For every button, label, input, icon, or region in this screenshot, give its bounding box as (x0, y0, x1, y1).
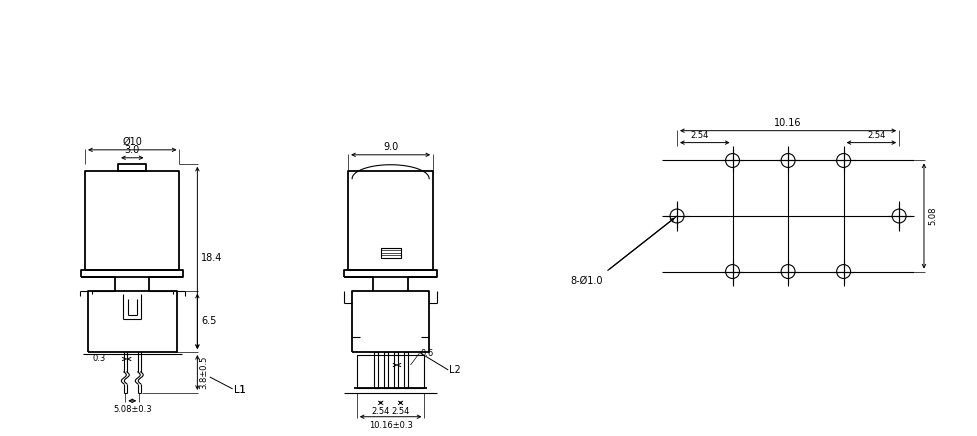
Text: 18.4: 18.4 (201, 253, 223, 263)
Text: 0.3: 0.3 (93, 354, 106, 364)
Text: 2.54: 2.54 (690, 131, 708, 140)
Text: 6.5: 6.5 (201, 317, 217, 327)
Text: 0.6: 0.6 (420, 349, 433, 358)
Text: L2: L2 (448, 365, 460, 375)
Text: 3.8±0.5: 3.8±0.5 (199, 356, 208, 389)
Text: 2.54: 2.54 (371, 407, 390, 416)
Text: L1: L1 (234, 385, 245, 395)
Text: 3.0: 3.0 (124, 145, 140, 155)
Text: 10.16±0.3: 10.16±0.3 (368, 421, 412, 430)
Text: 9.0: 9.0 (383, 142, 398, 152)
Text: 2.54: 2.54 (391, 407, 409, 416)
Text: 10.16: 10.16 (774, 118, 801, 128)
Text: 2.54: 2.54 (867, 131, 884, 140)
Text: Ø10: Ø10 (122, 137, 142, 147)
Text: L1: L1 (234, 385, 245, 395)
Text: 5.08: 5.08 (927, 207, 936, 225)
Text: 5.08±0.3: 5.08±0.3 (113, 405, 151, 414)
Text: 8-Ø1.0: 8-Ø1.0 (570, 276, 602, 286)
